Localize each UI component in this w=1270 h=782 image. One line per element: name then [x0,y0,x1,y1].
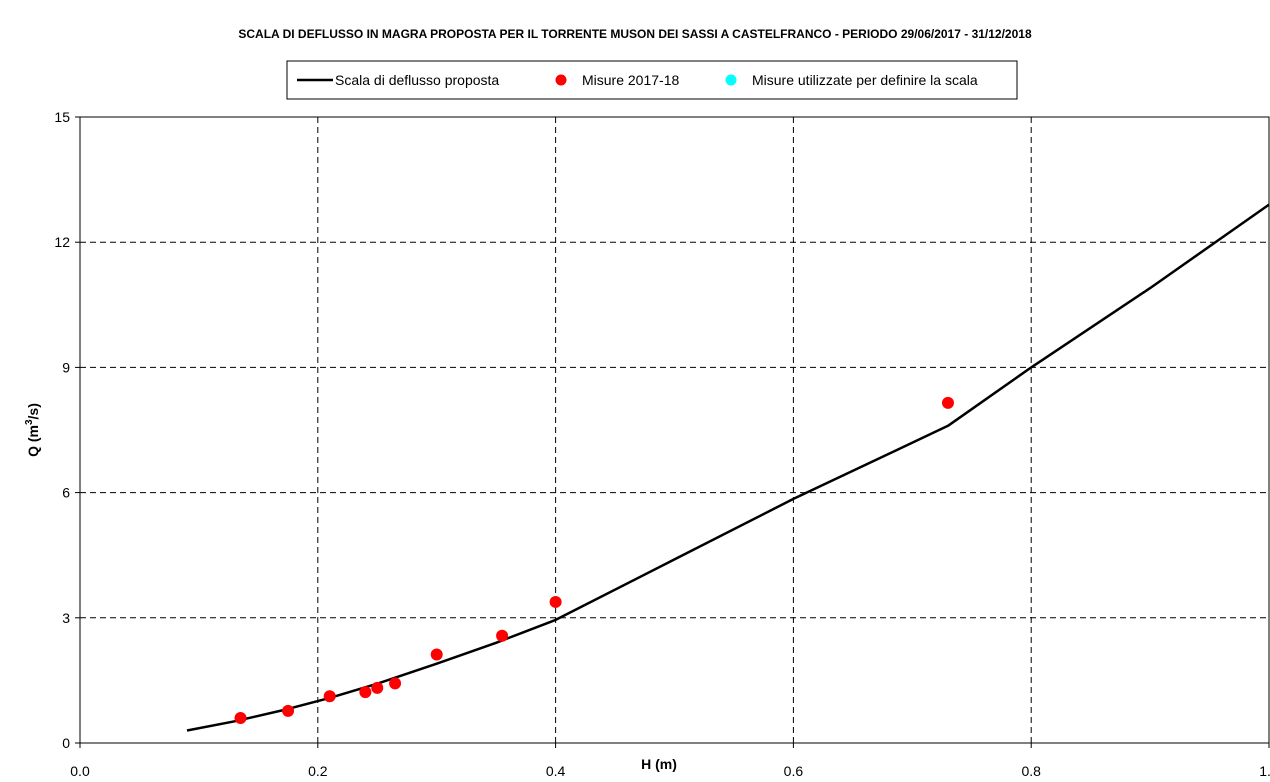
y-axis-label: Q (m3/s) [24,403,41,457]
measurement-point [323,690,336,703]
legend-box [286,60,1018,100]
y-tick-label: 12 [54,234,70,250]
measurement-point [359,686,372,699]
y-tick-label: 0 [62,735,70,751]
x-tick-label: 0.8 [1021,763,1041,779]
x-axis-label: H (m) [641,756,677,772]
measurement-point [282,704,295,717]
grid-lines [80,117,1269,743]
x-tick-label: 0.6 [784,763,804,779]
y-axis-ticks: 0 3 6 9 12 15 [54,109,80,751]
legend-cyan-marker-swatch [725,74,737,86]
measurement-point [549,595,562,608]
measurement-point [389,677,402,690]
y-tick-label: 15 [54,109,70,125]
x-axis-ticks: 0.0 0.2 0.4 0.6 0.8 1.0 [70,743,1270,779]
x-tick-label: 1.0 [1259,763,1270,779]
plot-area [79,116,1270,744]
legend-entry-rating-curve: Scala di deflusso proposta [335,72,499,88]
measurement-point [496,629,509,642]
measurements-series [234,396,954,724]
y-tick-label: 6 [62,485,70,501]
x-tick-label: 0.0 [70,763,90,779]
legend-entry-measurements: Misure 2017-18 [582,72,679,88]
x-tick-label: 0.4 [546,763,566,779]
x-tick-label: 0.2 [308,763,328,779]
y-tick-label: 9 [62,359,70,375]
legend-red-marker-swatch [555,74,567,86]
measurement-point [941,396,954,409]
measurement-point [371,681,384,694]
y-tick-label: 3 [62,610,70,626]
measurement-point [234,711,247,724]
legend: Scala di deflusso proposta Misure 2017-1… [286,60,1018,100]
chart-title: SCALA DI DEFLUSSO IN MAGRA PROPOSTA PER … [238,27,1032,41]
legend-entry-used-measurements: Misure utilizzate per definire la scala [752,72,978,88]
measurement-point [430,648,443,661]
